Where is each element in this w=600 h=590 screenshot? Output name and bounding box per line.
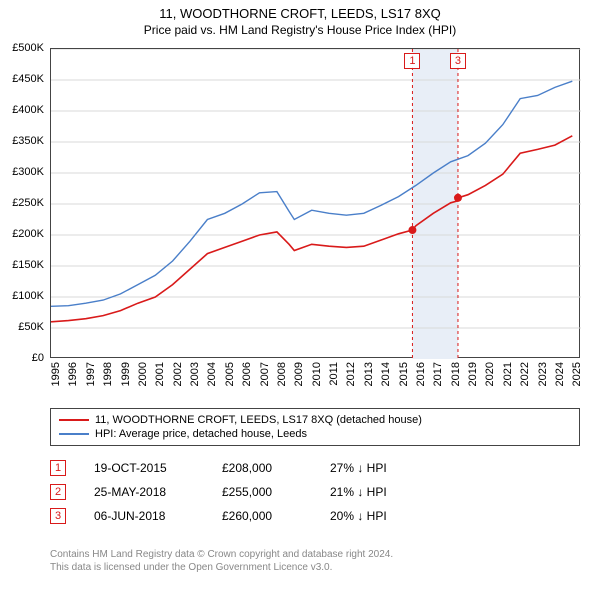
y-axis: £0£50K£100K£150K£200K£250K£300K£350K£400… bbox=[0, 48, 48, 358]
legend-swatch-icon bbox=[59, 419, 89, 421]
y-tick-label: £450K bbox=[12, 73, 44, 85]
x-tick-label: 2000 bbox=[137, 362, 149, 386]
x-tick-label: 2021 bbox=[502, 362, 514, 386]
x-tick-label: 2011 bbox=[328, 362, 340, 386]
legend-item: HPI: Average price, detached house, Leed… bbox=[59, 427, 571, 441]
x-tick-label: 1999 bbox=[120, 362, 132, 386]
sale-date: 25-MAY-2018 bbox=[94, 485, 194, 499]
y-tick-label: £150K bbox=[12, 259, 44, 271]
x-tick-label: 2010 bbox=[311, 362, 323, 386]
x-tick-label: 2004 bbox=[206, 362, 218, 386]
sale-date: 06-JUN-2018 bbox=[94, 509, 194, 523]
footer: Contains HM Land Registry data © Crown c… bbox=[50, 548, 580, 574]
footer-line2: This data is licensed under the Open Gov… bbox=[50, 561, 580, 574]
y-tick-label: £400K bbox=[12, 104, 44, 116]
sale-pct: 27% ↓ HPI bbox=[330, 461, 430, 475]
x-tick-label: 2022 bbox=[519, 362, 531, 386]
y-tick-label: £300K bbox=[12, 166, 44, 178]
x-axis: 1995 1996 1997 1998 1999 2000 2001 2002 2003 2004… bbox=[50, 360, 580, 410]
sale-marker-icon: 2 bbox=[50, 484, 66, 500]
legend-label: HPI: Average price, detached house, Leed… bbox=[95, 428, 307, 440]
y-tick-label: £250K bbox=[12, 197, 44, 209]
x-tick-label: 2016 bbox=[415, 362, 427, 386]
sale-price: £255,000 bbox=[222, 485, 302, 499]
legend-swatch-icon bbox=[59, 433, 89, 435]
sale-row: 2 25-MAY-2018 £255,000 21% ↓ HPI bbox=[50, 480, 580, 504]
sale-marker-icon: 1 bbox=[50, 460, 66, 476]
legend: 11, WOODTHORNE CROFT, LEEDS, LS17 8XQ (d… bbox=[50, 408, 580, 446]
sale-date: 19-OCT-2015 bbox=[94, 461, 194, 475]
x-tick-label: 1998 bbox=[102, 362, 114, 386]
x-tick-label: 2007 bbox=[259, 362, 271, 386]
footer-line1: Contains HM Land Registry data © Crown c… bbox=[50, 548, 580, 561]
x-tick-label: 2008 bbox=[276, 362, 288, 386]
x-tick-label: 2002 bbox=[172, 362, 184, 386]
sale-marker-icon: 3 bbox=[450, 53, 466, 69]
sale-price: £260,000 bbox=[222, 509, 302, 523]
x-tick-label: 2015 bbox=[398, 362, 410, 386]
sale-row: 3 06-JUN-2018 £260,000 20% ↓ HPI bbox=[50, 504, 580, 528]
x-tick-label: 2025 bbox=[571, 362, 583, 386]
legend-label: 11, WOODTHORNE CROFT, LEEDS, LS17 8XQ (d… bbox=[95, 414, 422, 426]
x-tick-label: 2012 bbox=[345, 362, 357, 386]
y-tick-label: £100K bbox=[12, 290, 44, 302]
page-title: 11, WOODTHORNE CROFT, LEEDS, LS17 8XQ bbox=[0, 0, 600, 21]
legend-item: 11, WOODTHORNE CROFT, LEEDS, LS17 8XQ (d… bbox=[59, 413, 571, 427]
sale-marker-icon: 1 bbox=[404, 53, 420, 69]
y-tick-label: £500K bbox=[12, 42, 44, 54]
x-tick-label: 2005 bbox=[224, 362, 236, 386]
sale-price: £208,000 bbox=[222, 461, 302, 475]
x-tick-label: 2014 bbox=[380, 362, 392, 386]
x-tick-label: 2009 bbox=[293, 362, 305, 386]
chart-svg bbox=[51, 49, 581, 359]
x-tick-label: 2019 bbox=[467, 362, 479, 386]
sales-table: 1 19-OCT-2015 £208,000 27% ↓ HPI 2 25-MAY-201… bbox=[50, 456, 580, 528]
x-tick-label: 2006 bbox=[241, 362, 253, 386]
sale-pct: 21% ↓ HPI bbox=[330, 485, 430, 499]
sale-row: 1 19-OCT-2015 £208,000 27% ↓ HPI bbox=[50, 456, 580, 480]
x-tick-label: 2018 bbox=[450, 362, 462, 386]
x-tick-label: 2013 bbox=[363, 362, 375, 386]
y-tick-label: £0 bbox=[32, 352, 44, 364]
chart: 13 bbox=[50, 48, 580, 358]
x-tick-label: 1995 bbox=[50, 362, 62, 386]
x-tick-label: 2024 bbox=[554, 362, 566, 386]
x-tick-label: 1997 bbox=[85, 362, 97, 386]
y-tick-label: £50K bbox=[18, 321, 44, 333]
x-tick-label: 2017 bbox=[432, 362, 444, 386]
y-tick-label: £350K bbox=[12, 135, 44, 147]
sale-marker-icon: 3 bbox=[50, 508, 66, 524]
y-tick-label: £200K bbox=[12, 228, 44, 240]
x-tick-label: 2003 bbox=[189, 362, 201, 386]
x-tick-label: 2020 bbox=[484, 362, 496, 386]
page-subtitle: Price paid vs. HM Land Registry's House … bbox=[0, 21, 600, 43]
x-tick-label: 2023 bbox=[537, 362, 549, 386]
x-tick-label: 1996 bbox=[67, 362, 79, 386]
x-tick-label: 2001 bbox=[154, 362, 166, 386]
sale-pct: 20% ↓ HPI bbox=[330, 509, 430, 523]
page: 11, WOODTHORNE CROFT, LEEDS, LS17 8XQ Pr… bbox=[0, 0, 600, 590]
